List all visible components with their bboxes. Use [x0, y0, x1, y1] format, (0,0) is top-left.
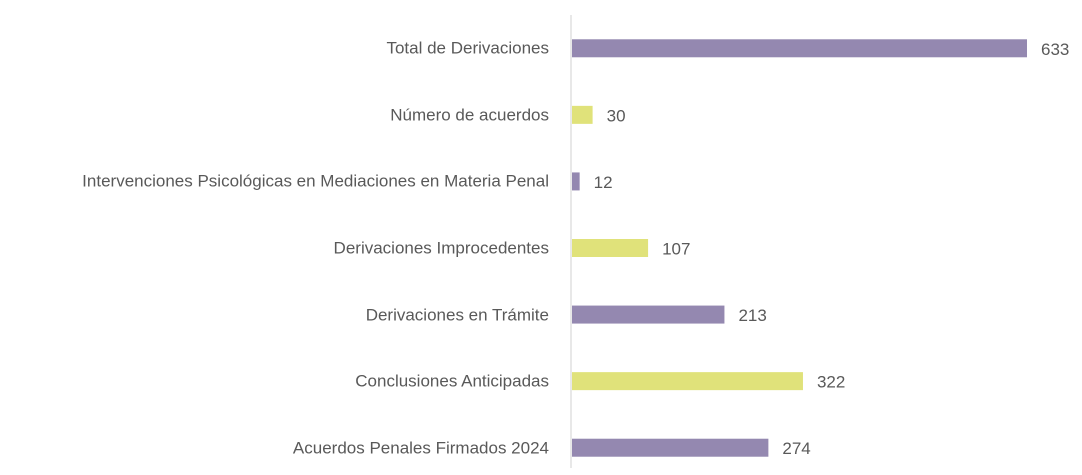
data-label: 30 — [607, 106, 626, 125]
bar — [572, 239, 649, 257]
category-label: Conclusiones Anticipadas — [355, 371, 549, 391]
bar — [572, 305, 725, 324]
category-label: Acuerdos Penales Firmados 2024 — [292, 438, 549, 458]
category-label: Número de acuerdos — [390, 105, 549, 125]
category-label: Intervenciones Psicológicas en Mediacion… — [82, 171, 549, 191]
bar — [572, 105, 593, 124]
data-label: 322 — [817, 373, 845, 392]
category-label: Derivaciones Improcedentes — [333, 238, 549, 258]
category-label: Total de Derivaciones — [386, 38, 549, 58]
data-label: 633 — [1041, 40, 1069, 59]
bar — [572, 39, 1027, 58]
data-label: 12 — [594, 173, 613, 192]
data-label: 213 — [738, 306, 766, 325]
data-label: 107 — [662, 239, 690, 258]
bar — [572, 172, 580, 191]
bar — [572, 438, 769, 457]
bar — [572, 372, 803, 391]
data-label: 274 — [782, 439, 810, 458]
category-label: Derivaciones en Trámite — [365, 305, 549, 325]
